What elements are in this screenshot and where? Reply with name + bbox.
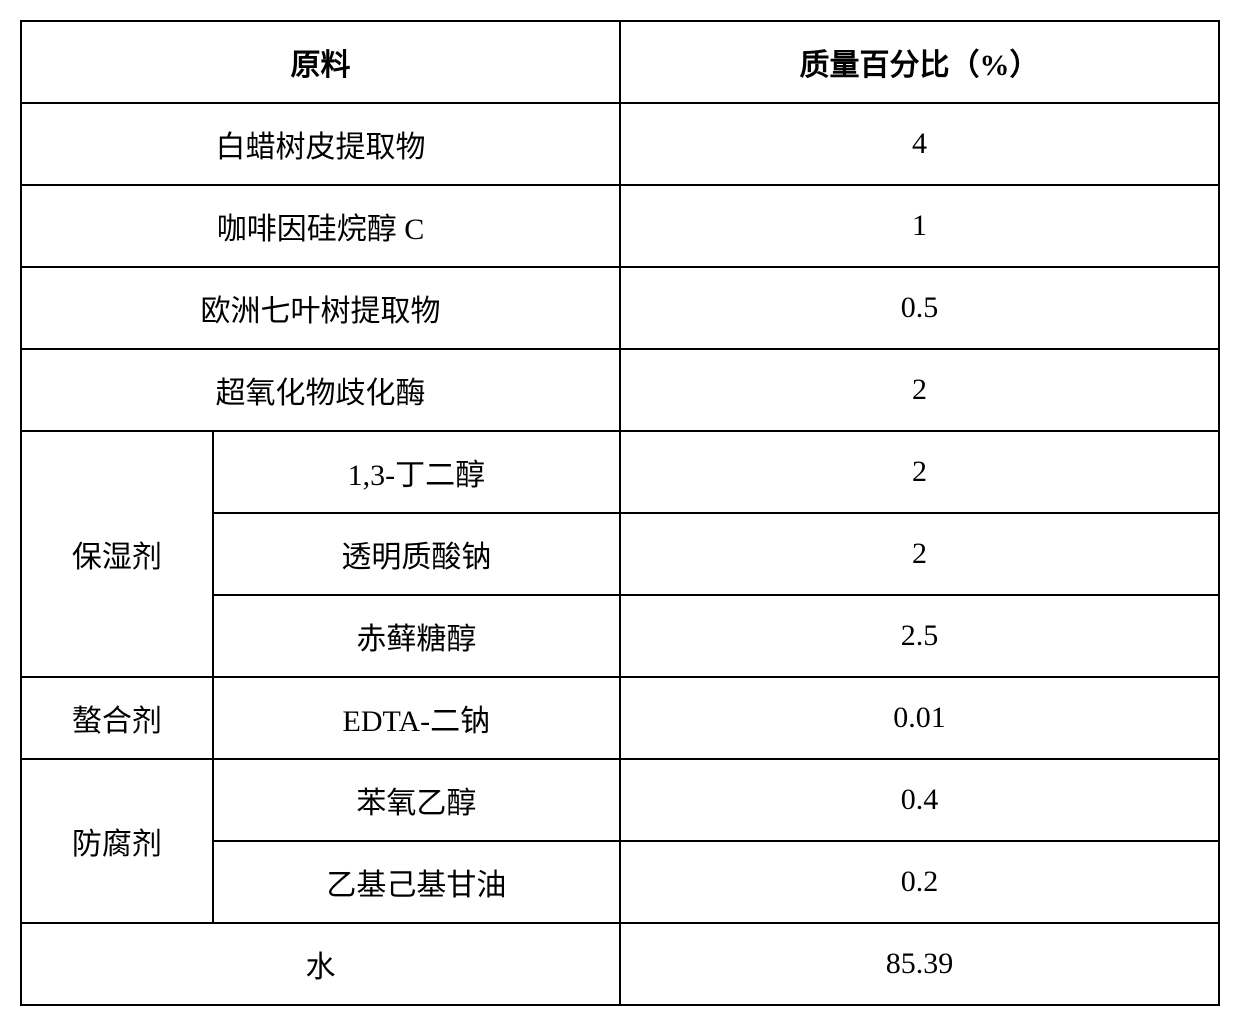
ingredient-cell: EDTA-二钠 (213, 677, 620, 759)
percentage-cell: 4 (620, 103, 1219, 185)
percentage-cell: 1 (620, 185, 1219, 267)
table-row: 防腐剂 苯氧乙醇 0.4 (21, 759, 1219, 841)
ingredient-cell: 1,3-丁二醇 (213, 431, 620, 513)
ingredient-cell: 透明质酸钠 (213, 513, 620, 595)
ingredient-cell: 赤藓糖醇 (213, 595, 620, 677)
ingredient-cell: 乙基己基甘油 (213, 841, 620, 923)
table-row: 螯合剂 EDTA-二钠 0.01 (21, 677, 1219, 759)
table-header-row: 原料 质量百分比（%） (21, 21, 1219, 103)
ingredients-table: 原料 质量百分比（%） 白蜡树皮提取物 4 咖啡因硅烷醇 C 1 欧洲七叶树提取… (20, 20, 1220, 1006)
percentage-cell: 0.01 (620, 677, 1219, 759)
percentage-cell: 2 (620, 431, 1219, 513)
ingredient-cell: 欧洲七叶树提取物 (21, 267, 620, 349)
table-row: 超氧化物歧化酶 2 (21, 349, 1219, 431)
category-cell: 防腐剂 (21, 759, 213, 923)
ingredient-cell: 苯氧乙醇 (213, 759, 620, 841)
percentage-cell: 2.5 (620, 595, 1219, 677)
header-ingredient: 原料 (21, 21, 620, 103)
table-row: 保湿剂 1,3-丁二醇 2 (21, 431, 1219, 513)
ingredient-cell: 超氧化物歧化酶 (21, 349, 620, 431)
percentage-cell: 0.5 (620, 267, 1219, 349)
table-row: 白蜡树皮提取物 4 (21, 103, 1219, 185)
category-cell: 螯合剂 (21, 677, 213, 759)
ingredient-cell: 水 (21, 923, 620, 1005)
ingredient-cell: 咖啡因硅烷醇 C (21, 185, 620, 267)
percentage-cell: 85.39 (620, 923, 1219, 1005)
category-cell: 保湿剂 (21, 431, 213, 677)
header-percentage: 质量百分比（%） (620, 21, 1219, 103)
percentage-cell: 0.4 (620, 759, 1219, 841)
percentage-cell: 2 (620, 349, 1219, 431)
percentage-cell: 0.2 (620, 841, 1219, 923)
percentage-cell: 2 (620, 513, 1219, 595)
ingredient-cell: 白蜡树皮提取物 (21, 103, 620, 185)
ingredients-table-container: 原料 质量百分比（%） 白蜡树皮提取物 4 咖啡因硅烷醇 C 1 欧洲七叶树提取… (20, 20, 1220, 1006)
table-row: 水 85.39 (21, 923, 1219, 1005)
table-row: 咖啡因硅烷醇 C 1 (21, 185, 1219, 267)
table-row: 欧洲七叶树提取物 0.5 (21, 267, 1219, 349)
